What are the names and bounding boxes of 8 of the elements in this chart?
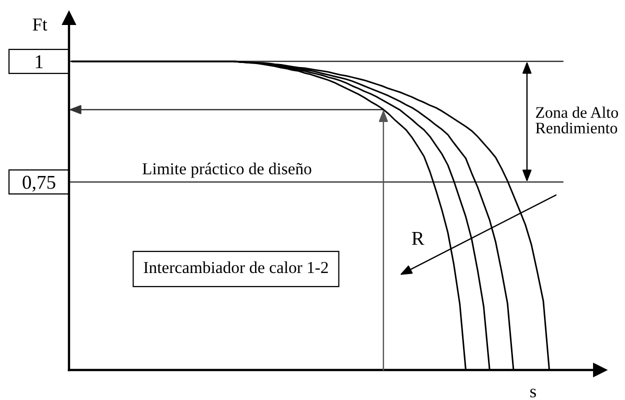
y-tick-label: 1 <box>36 55 43 68</box>
ref-line-label: Limite práctico de diseño <box>142 162 312 178</box>
y-axis-title: Ft <box>32 18 48 31</box>
y-tick-label: 0,75 <box>22 176 56 192</box>
annotation: R <box>412 232 424 245</box>
x-axis-title: s <box>530 388 536 398</box>
annotation: Zona de Alto Rendimiento <box>536 106 618 134</box>
annotation: Intercambiador de calor 1-2 <box>144 261 328 274</box>
